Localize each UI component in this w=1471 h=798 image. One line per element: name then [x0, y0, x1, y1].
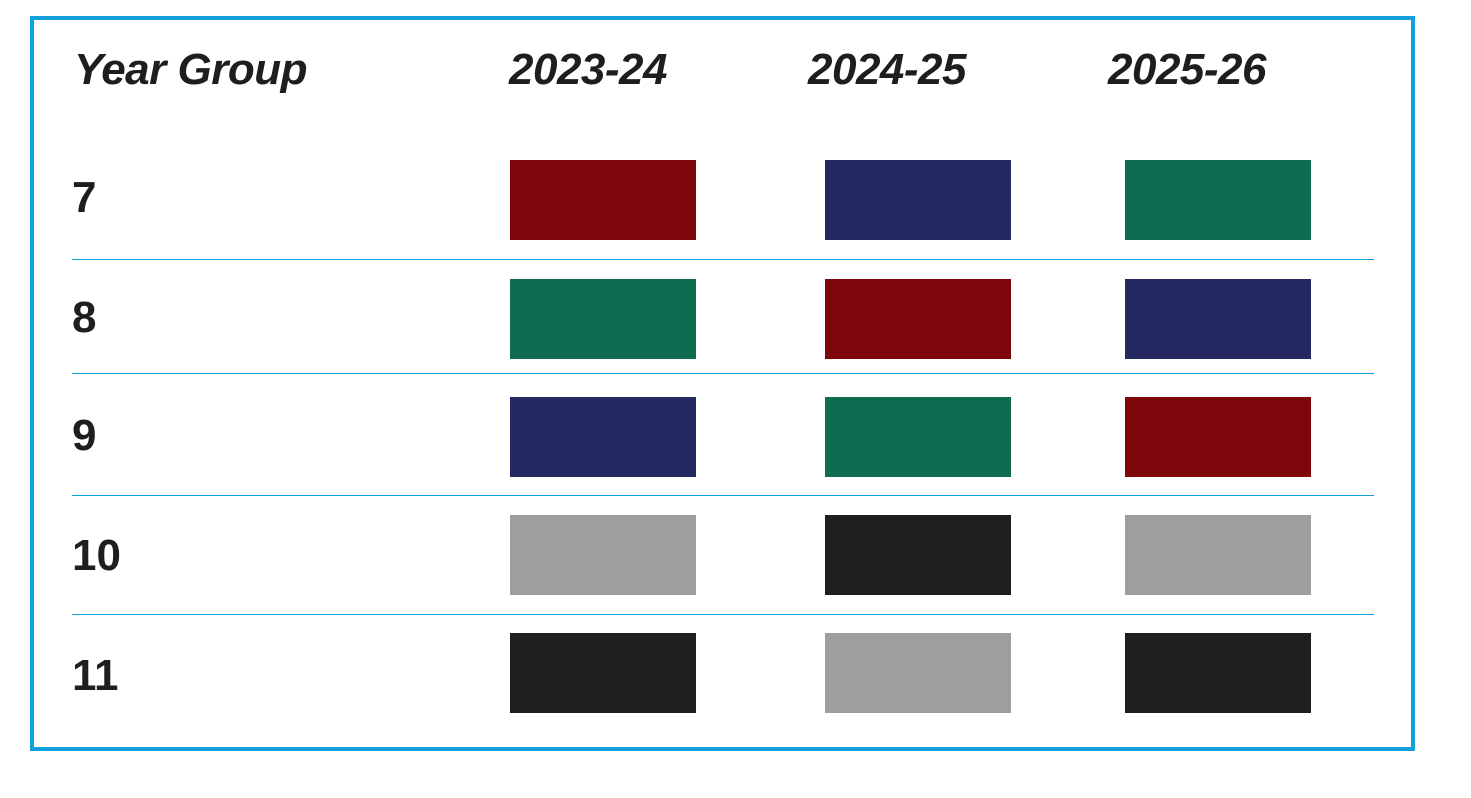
colour-swatch: [1125, 515, 1311, 595]
colour-swatch: [1125, 160, 1311, 240]
header-year-2023-24: 2023-24: [509, 45, 667, 94]
row-divider: [72, 495, 1374, 496]
colour-swatch: [1125, 279, 1311, 359]
row-label-7: 7: [72, 173, 97, 222]
colour-swatch: [825, 279, 1011, 359]
colour-swatch: [825, 160, 1011, 240]
row-label-9: 9: [72, 411, 97, 460]
colour-swatch: [825, 397, 1011, 477]
row-divider: [72, 259, 1374, 260]
colour-swatch: [510, 633, 696, 713]
row-divider: [72, 373, 1374, 374]
header-year-group: Year Group: [74, 45, 307, 94]
row-divider: [72, 614, 1374, 615]
colour-swatch: [510, 397, 696, 477]
header-year-2024-25: 2024-25: [808, 45, 966, 94]
colour-swatch: [510, 279, 696, 359]
row-label-11: 11: [72, 651, 119, 700]
colour-swatch: [1125, 397, 1311, 477]
colour-swatch: [1125, 633, 1311, 713]
colour-swatch: [825, 633, 1011, 713]
colour-swatch: [825, 515, 1011, 595]
colour-table-frame: [30, 16, 1415, 751]
colour-swatch: [510, 515, 696, 595]
row-label-8: 8: [72, 293, 97, 342]
row-label-10: 10: [72, 531, 121, 580]
colour-swatch: [510, 160, 696, 240]
header-year-2025-26: 2025-26: [1108, 45, 1266, 94]
